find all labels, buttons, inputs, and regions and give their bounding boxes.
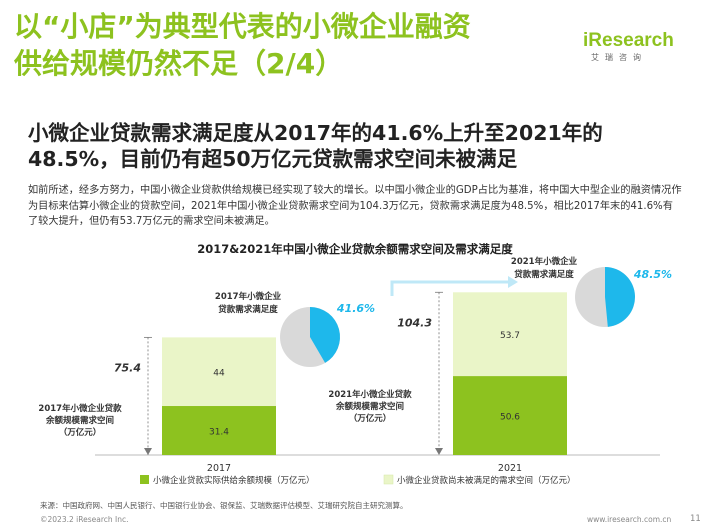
data-label-supply-2017: 31.4 — [209, 428, 229, 438]
pie-desc-2021-line-2: 贷款需求满足度 — [514, 269, 574, 280]
page-number: 11 — [690, 514, 701, 524]
title-line-2: 供给规模仍然不足（2/4） — [14, 47, 344, 80]
axis-desc-2017-line-2: 余额规模需求空间 — [45, 415, 114, 426]
legend-label-gap: 小微企业贷款尚未被满足的需求空间（万亿元） — [397, 475, 576, 486]
pie-desc-2017-line-2: 贷款需求满足度 — [218, 304, 278, 315]
axis-desc-2017-line-1: 2017年小微企业贷款 — [38, 403, 122, 414]
description-paragraph: 如前所述，经多方努力，中国小微企业贷款供给规模已经实现了较大的增长。以中国小微企… — [28, 185, 682, 227]
bar-chart: 31.444201775.42017年小微企业贷款余额规模需求空间（万亿元）50… — [38, 256, 672, 486]
axis-desc-2021-line-2: 余额规模需求空间 — [335, 401, 404, 412]
x-tick-label-2017: 2017 — [207, 463, 231, 474]
bar-supply-2021 — [453, 376, 567, 455]
total-label-2017: 75.4 — [114, 361, 141, 374]
legend-swatch-gap — [383, 474, 394, 485]
pie-desc-2021-line-1: 2021年小微企业 — [511, 256, 578, 267]
legend-label-supply: 小微企业贷款实际供给余额规模（万亿元） — [153, 475, 315, 486]
axis-desc-2021-line-1: 2021年小微企业贷款 — [328, 389, 412, 400]
bar-supply-2017 — [162, 406, 276, 455]
page-title: 以“小店”为典型代表的小微企业融资 供给规模仍然不足（2/4） — [14, 8, 471, 82]
pie-pct-label-2021: 48.5% — [633, 268, 672, 281]
bar-gap-2017 — [162, 337, 276, 407]
iresearch-logo: iResearch 艾瑞咨询 — [583, 30, 683, 63]
logo-subtext: 艾瑞咨询 — [591, 53, 647, 62]
axis-desc-2017-line-3: （万亿元） — [59, 427, 102, 438]
data-label-gap-2021: 53.7 — [500, 331, 520, 341]
total-dimension-arrow-2021 — [435, 448, 443, 455]
bar-gap-2021 — [453, 292, 567, 377]
subtitle-line-2: 48.5%，目前仍有超50万亿元贷款需求空间未被满足 — [28, 147, 518, 171]
chart-title: 2017&2021年中国小微企业贷款余额需求空间及需求满足度 — [197, 242, 513, 256]
title-line-1: 以“小店”为典型代表的小微企业融资 — [14, 10, 471, 43]
page-subtitle: 小微企业贷款需求满足度从2017年的41.6%上升至2021年的 48.5%，目… — [28, 120, 698, 172]
pie-pct-label-2017: 41.6% — [336, 302, 375, 315]
copyright: ©2023.2 iResearch Inc. — [40, 515, 129, 524]
logo-text: iResearch — [583, 30, 674, 51]
source-note: 来源：中国政府网、中国人民银行、中国银行业协会、银保监、艾瑞数据评估模型、艾瑞研… — [40, 501, 408, 510]
pie-slice-2021 — [605, 267, 635, 327]
subtitle-line-1: 小微企业贷款需求满足度从2017年的41.6%上升至2021年的 — [28, 121, 603, 145]
website-link[interactable]: www.iresearch.com.cn — [587, 515, 672, 524]
pie-desc-2017-line-1: 2017年小微企业 — [215, 291, 282, 302]
legend-swatch-supply — [140, 475, 149, 484]
data-label-supply-2021: 50.6 — [500, 413, 520, 423]
total-dimension-arrow-2017 — [144, 448, 152, 455]
trend-arrow-line — [390, 280, 510, 296]
data-label-gap-2017: 44 — [213, 369, 225, 379]
trend-arrow-head — [508, 276, 518, 288]
total-label-2021: 104.3 — [397, 316, 432, 329]
axis-desc-2021-line-3: （万亿元） — [349, 413, 392, 424]
pie-slice-2017 — [310, 307, 340, 363]
x-tick-label-2021: 2021 — [498, 463, 522, 474]
